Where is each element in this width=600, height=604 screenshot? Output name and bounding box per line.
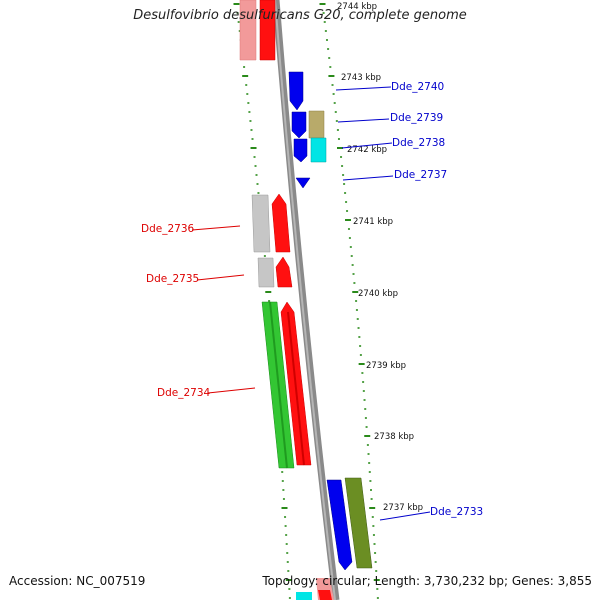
leader-dde-2733: [379, 511, 431, 521]
kbp-label-2743: 2743 kbp: [341, 73, 381, 83]
gene-bottom-cyan: [296, 592, 312, 600]
gene-label-dde-2735[interactable]: Dde_2735: [146, 273, 199, 285]
leader-dde-2738: [341, 142, 393, 149]
gene-olive-small: [308, 110, 325, 139]
leader-dde-2737: [342, 175, 394, 181]
accession-text: Accession: NC_007519: [9, 574, 146, 588]
gene-label-dde-2736[interactable]: Dde_2736: [141, 223, 195, 235]
gene-label-dde-2734[interactable]: Dde_2734: [157, 387, 211, 399]
topology-text: Topology: circular; Length: 3,730,232 bp…: [262, 574, 592, 588]
gene-red-top: [259, 0, 276, 61]
gene-label-dde-2733[interactable]: Dde_2733: [430, 506, 483, 518]
gene-label-dde-2739[interactable]: Dde_2739: [390, 112, 443, 124]
gene-label-dde-2740[interactable]: Dde_2740: [391, 81, 444, 93]
gene-label-dde-2737[interactable]: Dde_2737: [394, 169, 447, 181]
kbp-label-2737: 2737 kbp: [383, 503, 423, 513]
genome-backbone: [272, 0, 340, 601]
leader-dde-2734: [207, 387, 256, 394]
outer-tick-track: [319, 3, 380, 599]
leader-dde-2740: [335, 86, 392, 91]
gene-dde-2734-red-stripe: [287, 311, 305, 466]
kbp-label-2741: 2741 kbp: [353, 217, 393, 227]
gene-bottom-red: [318, 590, 332, 600]
leader-dde-2739: [337, 118, 390, 123]
kbp-label-2739: 2739 kbp: [366, 361, 406, 371]
genome-backbone-highlight: [274, 0, 336, 601]
gene-dde-2734-green-stripe: [269, 301, 288, 469]
gene-dde-2733-olive: [344, 477, 373, 569]
kbp-label-2740: 2740 kbp: [358, 289, 398, 299]
kbp-label-2738: 2738 kbp: [374, 432, 414, 442]
gene-dde-2740: [288, 71, 304, 111]
gene-dde-2735-gray: [257, 257, 275, 288]
gene-dde-2736-red: [271, 193, 291, 253]
gene-dde-2735-red: [275, 256, 293, 288]
gene-dde-2737: [295, 177, 311, 189]
gene-dde-2736-gray: [251, 194, 271, 253]
kbp-label-2744: 2744 kbp: [337, 2, 377, 12]
gene-dde-2733-blue: [326, 479, 353, 571]
gene-dde-2739: [291, 111, 307, 139]
leader-dde-2735: [196, 274, 245, 281]
kbp-label-2742: 2742 kbp: [347, 145, 387, 155]
gene-cyan: [310, 137, 327, 163]
gene-dde-2738: [293, 138, 308, 163]
gene-label-dde-2738[interactable]: Dde_2738: [392, 137, 445, 149]
leader-dde-2736: [191, 225, 241, 231]
gene-pink-top: [239, 0, 257, 61]
map-title: Desulfovibrio desulfuricans G20, complet…: [133, 8, 467, 23]
